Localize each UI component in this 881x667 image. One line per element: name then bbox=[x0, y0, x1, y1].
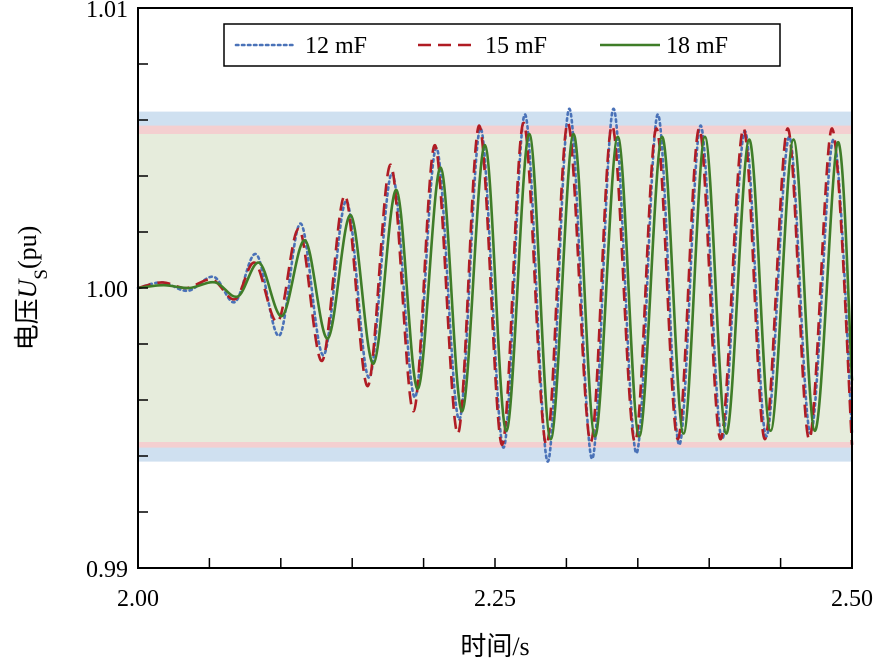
series-lines bbox=[136, 107, 854, 463]
legend-label-0: 12 mF bbox=[305, 33, 367, 59]
x-axis-title: 时间/s bbox=[460, 632, 529, 661]
x-axis: 2.00 2.25 2.50 bbox=[117, 558, 873, 612]
y-tick-label: 1.00 bbox=[86, 277, 128, 303]
series-line-2 bbox=[137, 132, 854, 441]
y-tick-label: 0.99 bbox=[86, 557, 128, 583]
y-tick-label: 1.01 bbox=[86, 0, 128, 23]
x-tick-label: 2.25 bbox=[474, 586, 516, 612]
y-axis-title-symbol: U bbox=[13, 277, 42, 298]
series-line-1 bbox=[137, 121, 854, 447]
legend-label-1: 15 mF bbox=[485, 33, 547, 59]
x-tick-label: 2.50 bbox=[831, 586, 873, 612]
x-tick-label: 2.00 bbox=[117, 586, 159, 612]
y-axis-title: 电压US(pu) bbox=[13, 226, 52, 351]
y-axis-title-subscript: S bbox=[31, 269, 52, 280]
legend-label-2: 18 mF bbox=[666, 33, 728, 59]
y-axis-title-suffix: (pu) bbox=[13, 226, 42, 269]
y-axis: 0.99 1.00 1.01 bbox=[86, 0, 148, 583]
legend-box bbox=[223, 23, 781, 67]
y-axis-title-prefix: 电压 bbox=[13, 298, 42, 350]
legend: 12 mF 15 mF 18 mF bbox=[223, 23, 781, 67]
